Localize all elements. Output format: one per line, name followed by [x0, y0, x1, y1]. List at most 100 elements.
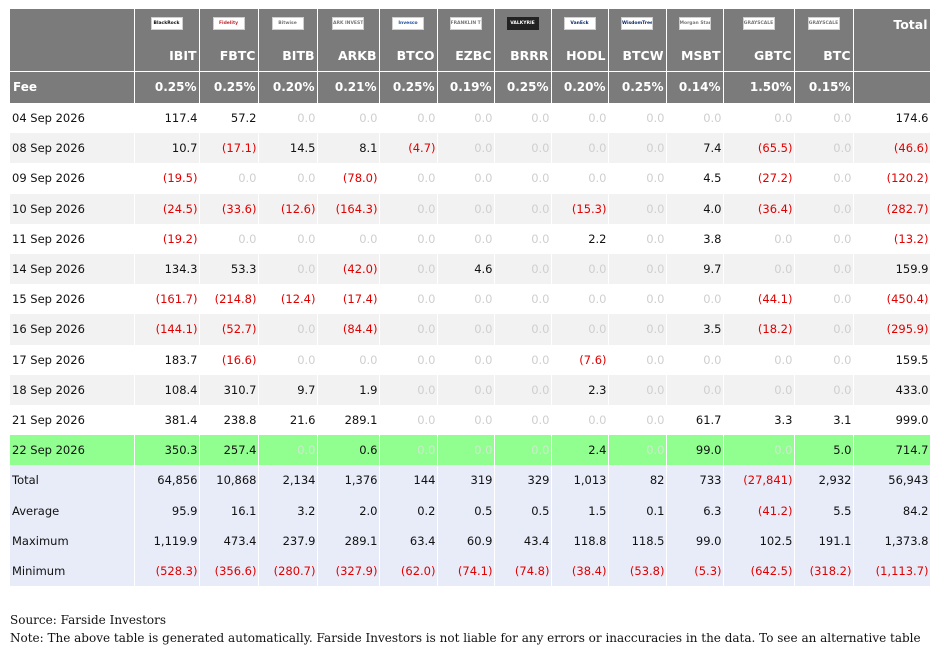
- summary-cell-hodl: 1.5: [551, 495, 609, 526]
- row-total-cell: (46.6): [853, 133, 931, 164]
- ticker-corner-cell: [10, 40, 135, 71]
- flow-cell-msbt: 7.4: [666, 133, 724, 164]
- flow-cell-btc: 0.0: [794, 253, 854, 285]
- logo-cell-valkyrie: VALKYRIE: [494, 9, 552, 40]
- disclaimer-note: Note: The above table is generated autom…: [10, 631, 921, 645]
- flow-cell-ezbc: 0.0: [437, 344, 495, 375]
- flow-cell-btco: 0.0: [379, 314, 438, 345]
- flow-cell-btco: 0.0: [379, 223, 438, 254]
- ticker-header: FBTC: [199, 40, 259, 71]
- flow-cell-hodl: 0.0: [551, 103, 609, 134]
- summary-cell-gbtc: 102.5: [723, 525, 795, 556]
- flow-cell-gbtc: 0.0: [723, 253, 795, 285]
- flow-cell-btcw: 0.0: [608, 344, 667, 375]
- corner-cell: [10, 9, 135, 40]
- valkyrie-logo: VALKYRIE: [506, 16, 539, 30]
- flow-cell-ezbc: 0.0: [437, 133, 495, 164]
- logo-cell-franklin: FRANKLIN TEMPLETON: [437, 9, 495, 40]
- flow-cell-ibit: 10.7: [134, 133, 200, 164]
- flow-cell-ibit: (19.5): [134, 163, 200, 194]
- summary-total-cell: 56,943: [853, 465, 931, 496]
- flow-cell-msbt: 3.8: [666, 223, 724, 254]
- flow-cell-gbtc: (36.4): [723, 193, 795, 224]
- fee-cell: 0.25%: [379, 70, 438, 103]
- table-row: 15 Sep 2026 (161.7) (214.8) (12.4) (17.4) 0.0…: [10, 284, 931, 315]
- fee-cell: 0.25%: [199, 70, 259, 103]
- flow-cell-brrr: 0.0: [494, 193, 552, 224]
- flow-cell-brrr: 0.0: [494, 163, 552, 194]
- fee-cell: 0.25%: [608, 70, 667, 103]
- fee-label: Fee: [10, 70, 135, 103]
- flow-cell-btc: 0.0: [794, 344, 854, 375]
- table-row: 09 Sep 2026 (19.5) 0.0 0.0 (78.0) 0.0 0.0 0.0 0.…: [10, 163, 931, 194]
- summary-cell-brrr: 43.4: [494, 525, 552, 556]
- table-row: 18 Sep 2026 108.4 310.7 9.7 1.9 0.0 0.0 0.0 2.3 0…: [10, 374, 931, 405]
- flow-cell-bitb: 0.0: [258, 163, 318, 194]
- flow-cell-arkb: (78.0): [317, 163, 380, 194]
- date-cell: 11 Sep 2026: [10, 223, 135, 254]
- summary-cell-msbt: 99.0: [666, 525, 724, 556]
- flow-cell-msbt: 3.5: [666, 314, 724, 345]
- flow-cell-gbtc: 0.0: [723, 344, 795, 375]
- ticker-header: HODL: [551, 40, 609, 71]
- source-note: Source: Farside Investors: [10, 613, 167, 627]
- flow-cell-brrr: 0.0: [494, 103, 552, 134]
- flow-cell-btc: 0.0: [794, 314, 854, 345]
- flow-cell-ibit: 183.7: [134, 344, 200, 375]
- flow-cell-ezbc: 0.0: [437, 435, 495, 466]
- summary-cell-btc: 2,932: [794, 465, 854, 496]
- table-body: 04 Sep 2026 117.4 57.2 0.0 0.0 0.0 0.0 0.0 0.0 0.…: [10, 103, 931, 586]
- summary-label: Total: [10, 465, 135, 496]
- flow-cell-fbtc: 310.7: [199, 374, 259, 405]
- ticker-header: BTC: [794, 40, 854, 71]
- summary-total-cell: (1,113.7): [853, 555, 931, 586]
- date-cell: 04 Sep 2026: [10, 103, 135, 134]
- bitwise-logo: Bitwise: [271, 16, 304, 30]
- summary-cell-brrr: (74.8): [494, 555, 552, 586]
- summary-total-cell: 84.2: [853, 495, 931, 526]
- flow-cell-bitb: 0.0: [258, 103, 318, 134]
- row-total-cell: 714.7: [853, 435, 931, 466]
- summary-cell-ibit: (528.3): [134, 555, 200, 586]
- date-cell: 17 Sep 2026: [10, 344, 135, 375]
- flow-cell-btco: (4.7): [379, 133, 438, 164]
- summary-cell-gbtc: (642.5): [723, 555, 795, 586]
- logo-cell-wisdomtree: WisdomTree: [608, 9, 667, 40]
- summary-label: Average: [10, 495, 135, 526]
- summary-cell-btco: 144: [379, 465, 438, 496]
- flow-cell-arkb: 0.0: [317, 103, 380, 134]
- fee-cell: 0.14%: [666, 70, 724, 103]
- flow-cell-msbt: 4.5: [666, 163, 724, 194]
- flow-cell-btcw: 0.0: [608, 404, 667, 436]
- wisdomtree-logo: WisdomTree: [621, 16, 653, 30]
- flow-cell-bitb: 14.5: [258, 133, 318, 164]
- summary-cell-hodl: 1,013: [551, 465, 609, 496]
- grayscale-logo: GRAYSCALE: [742, 16, 775, 30]
- flow-cell-gbtc: (18.2): [723, 314, 795, 345]
- fee-cell: 0.15%: [794, 70, 854, 103]
- summary-cell-msbt: (5.3): [666, 555, 724, 586]
- flow-cell-ibit: 134.3: [134, 253, 200, 285]
- date-cell: 21 Sep 2026: [10, 404, 135, 436]
- table-row: 14 Sep 2026 134.3 53.3 0.0 (42.0) 0.0 4.6 0.0 0.…: [10, 253, 931, 285]
- date-cell: 14 Sep 2026: [10, 253, 135, 285]
- flow-cell-gbtc: 0.0: [723, 103, 795, 134]
- logo-cell-blackrock: BlackRock: [134, 9, 200, 40]
- flow-cell-btc: 5.0: [794, 435, 854, 466]
- flow-cell-btc: 0.0: [794, 374, 854, 405]
- flow-cell-arkb: 0.6: [317, 435, 380, 466]
- summary-row-minimum: Minimum (528.3) (356.6) (280.7) (327.9) (62.0…: [10, 555, 931, 586]
- flow-cell-btc: 0.0: [794, 103, 854, 134]
- flow-cell-brrr: 0.0: [494, 435, 552, 466]
- summary-cell-msbt: 6.3: [666, 495, 724, 526]
- summary-cell-bitb: 237.9: [258, 525, 318, 556]
- flow-cell-ezbc: 0.0: [437, 284, 495, 315]
- fee-cell: 1.50%: [723, 70, 795, 103]
- ticker-total-blank: [853, 40, 931, 71]
- flow-cell-bitb: (12.4): [258, 284, 318, 315]
- ticker-header: MSBT: [666, 40, 724, 71]
- summary-label: Maximum: [10, 525, 135, 556]
- logo-cell-fidelity: Fidelity: [199, 9, 259, 40]
- summary-cell-ezbc: 60.9: [437, 525, 495, 556]
- flow-cell-ibit: 350.3: [134, 435, 200, 466]
